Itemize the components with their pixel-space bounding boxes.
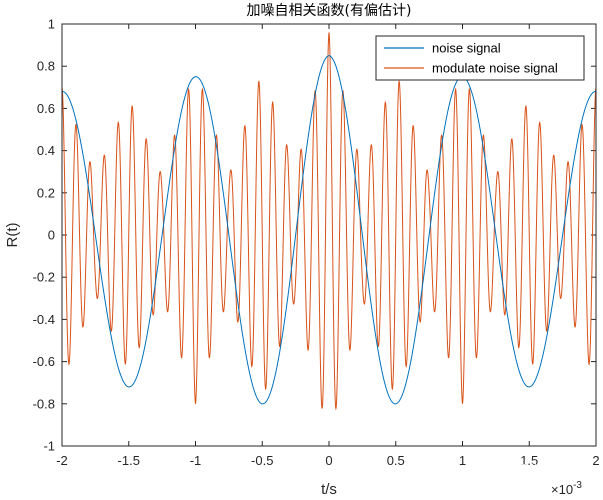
x-tick-label: 0.5 [387,453,405,468]
series-layer [61,32,597,411]
y-tick-label: -0.4 [33,312,55,327]
chart-title: 加噪自相关函数(有偏估计) [247,3,412,19]
plot-area [62,24,596,446]
legend-box [375,35,585,81]
x-tick-label: -1.5 [118,453,140,468]
plot-frame [61,23,597,447]
y-tick-label: 0.8 [37,59,55,74]
x-tick-label: 1.5 [520,453,538,468]
y-tick-label: 0.4 [37,143,55,158]
x-axis-label: t/s [321,481,337,498]
x-tick-label: 0 [325,453,332,468]
y-tick-label: -0.8 [33,396,55,411]
x-tick-label: -2 [56,453,68,468]
y-tick-label: 0.6 [37,101,55,116]
x-tick-label: -1 [190,453,202,468]
y-tick-label: 0.2 [37,185,55,200]
legend-label: noise signal [432,41,501,56]
y-tick-label: -0.6 [33,354,55,369]
axis-ticks: -2 -1.5 -1 -0.5 0 0.5 1 1.5 2 -1 -0.8 -0.6 -0.4 -0.2 0… [33,17,600,469]
series-line-modulate-noise-signal [61,32,597,411]
x-tick-label: 1 [459,453,466,468]
y-tick-label: 0 [48,228,55,243]
x-tick-label: 2 [592,453,599,468]
x-tick-label: -0.5 [251,453,273,468]
legend-label: modulate noise signal [432,61,558,76]
x-exponent-label: ×10-3 [551,480,582,497]
y-axis-label: R(t) [4,223,21,248]
series-line-noise-signal [61,55,597,405]
y-tick-label: -0.2 [33,270,55,285]
legend: noise signal modulate noise signal [375,35,585,81]
y-tick-label: -1 [43,439,55,454]
watermark: 知乎 @无为farmer [469,462,591,479]
y-tick-label: 1 [48,17,55,32]
